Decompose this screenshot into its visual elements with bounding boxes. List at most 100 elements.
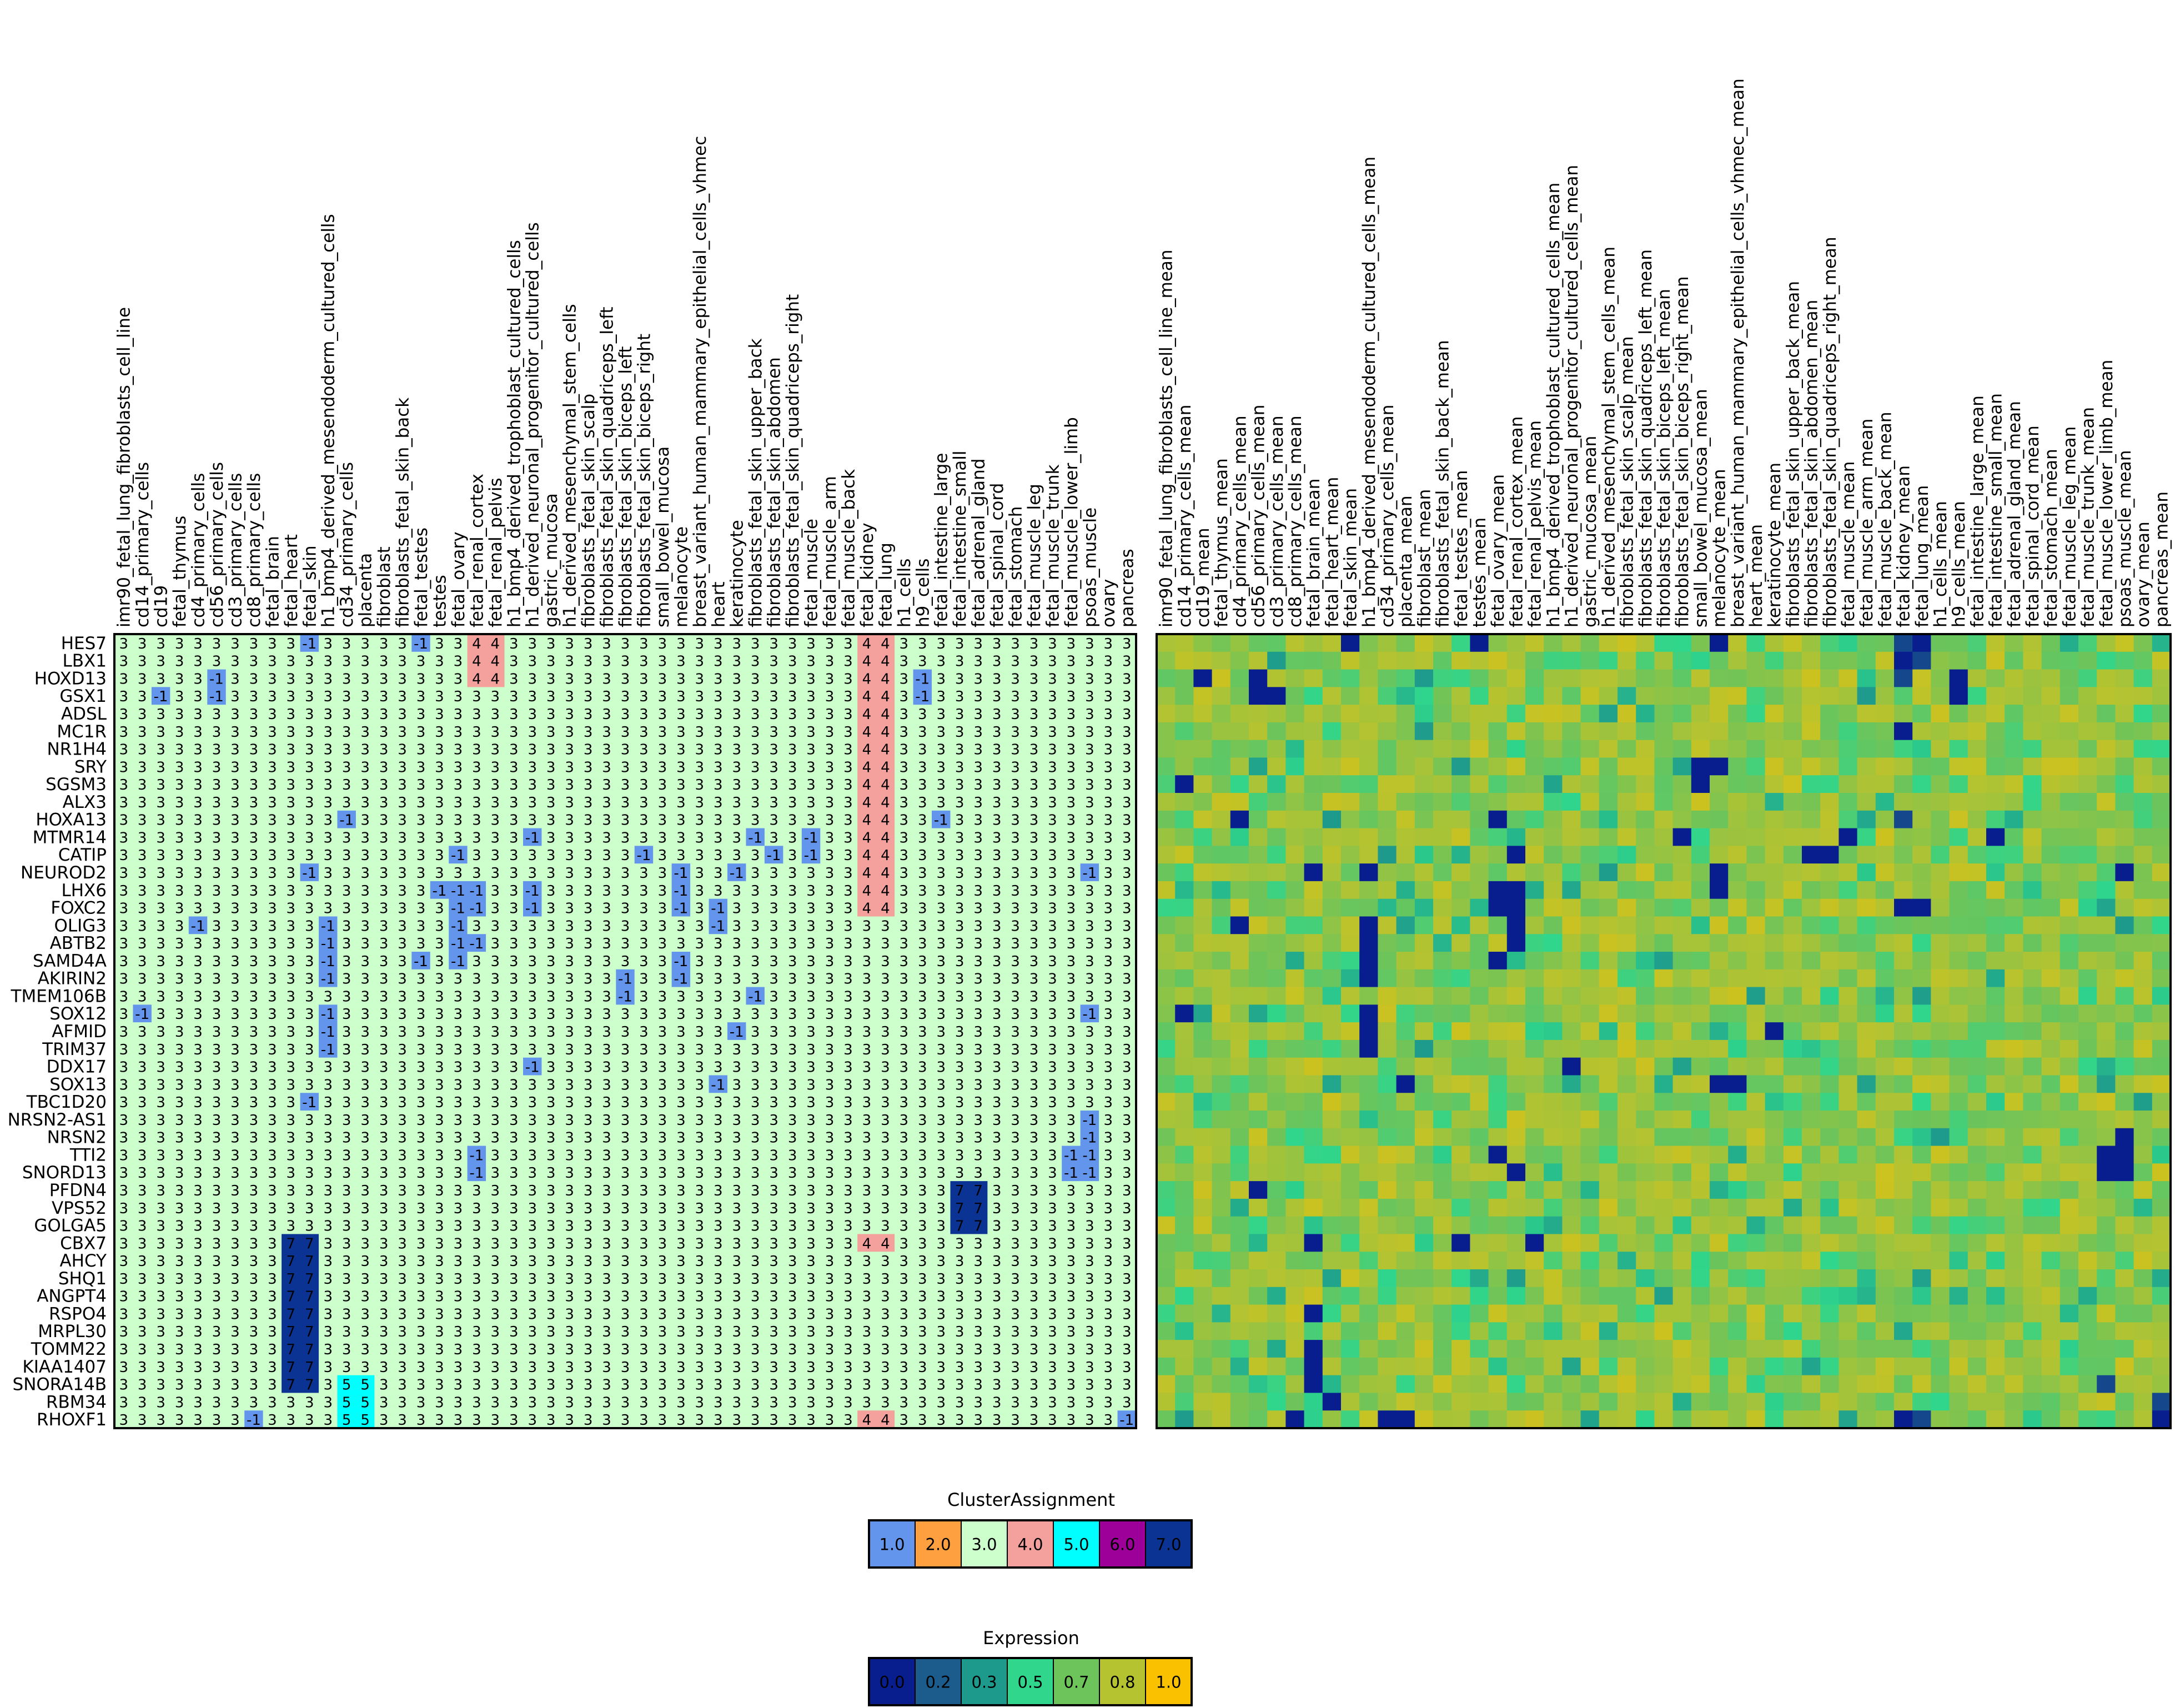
cluster-cell-label: 7 — [305, 1377, 314, 1394]
cluster-cell — [671, 705, 691, 723]
cluster-cell — [820, 705, 840, 723]
cluster-cell-label: 3 — [323, 1394, 333, 1411]
cluster-cell-label: 3 — [843, 1324, 853, 1340]
cluster-cell-label: 3 — [472, 1024, 481, 1041]
cluster-cell-label: 3 — [992, 901, 1002, 917]
cluster-cell — [430, 687, 449, 705]
cluster-cell-label: 3 — [1085, 1218, 1094, 1235]
cluster-cell-label: 7 — [305, 1253, 314, 1270]
cluster-cell-label: 3 — [565, 1042, 574, 1058]
cluster-cell-label: 3 — [268, 1377, 277, 1394]
cluster-cell-label: 3 — [472, 1306, 481, 1323]
cluster-cell-label: 3 — [287, 1200, 296, 1217]
cluster-cell-label: 3 — [379, 706, 389, 723]
cluster-cell-label: 3 — [119, 636, 128, 652]
cluster-cell-label: 3 — [249, 636, 259, 652]
cluster-cell-label: 3 — [175, 1094, 184, 1111]
cluster-cell-label: 3 — [881, 1094, 890, 1111]
cluster-cell-label: 3 — [751, 847, 760, 864]
cluster-cell-label: 3 — [565, 1324, 574, 1340]
cluster-cell-label: 3 — [788, 1112, 797, 1129]
cluster-cell-label: 3 — [843, 971, 853, 988]
column-label: h1_derived_mesenchymal_stem_cells — [560, 304, 580, 627]
cluster-cell-label: 3 — [1085, 953, 1094, 970]
cluster-cell-label: 3 — [287, 742, 296, 758]
cluster-cell-label: 3 — [1011, 918, 1020, 935]
cluster-cell-label: 3 — [416, 706, 426, 723]
cluster-cell-label: 3 — [992, 1235, 1002, 1252]
cluster-cell-label: 3 — [658, 971, 667, 988]
cluster-cell-label: 3 — [379, 636, 389, 652]
cluster-cell-label: 3 — [565, 883, 574, 900]
cluster-cell-label: 3 — [918, 1200, 927, 1217]
cluster-cell-label: 3 — [454, 724, 463, 741]
cluster-cell-label: 3 — [491, 1253, 500, 1270]
cluster-cell-label: 3 — [936, 865, 946, 882]
cluster-cell-label: 3 — [806, 1306, 816, 1323]
cluster-cell-label: 3 — [509, 936, 519, 952]
cluster-cell-label: 3 — [175, 671, 184, 687]
cluster-cell-label: 3 — [491, 1165, 500, 1182]
cluster-cell-label: 3 — [323, 1306, 333, 1323]
cluster-cell-label: 3 — [379, 1094, 389, 1111]
cluster-cell-label: 3 — [249, 988, 259, 1005]
cluster-cell-label: 3 — [119, 1024, 128, 1041]
cluster-cell-label: 3 — [918, 777, 927, 793]
cluster-cell-label: 3 — [936, 1306, 946, 1323]
cluster-cell-label: 3 — [751, 883, 760, 900]
cluster-cell-label: -1 — [730, 865, 744, 882]
cluster-cell-label: 3 — [193, 706, 203, 723]
cluster-cell-label: 3 — [1122, 1235, 1132, 1252]
cluster-cell-label: 3 — [268, 1394, 277, 1411]
cluster-cell-label: 3 — [843, 1165, 853, 1182]
cluster-cell-label: -1 — [321, 953, 335, 970]
cluster-cell-label: -1 — [191, 918, 205, 935]
cluster-cell-label: 3 — [416, 1289, 426, 1305]
row-label: VPS52 — [52, 1198, 107, 1218]
cluster-cell-label: 3 — [881, 1059, 890, 1076]
cluster-cell-label: 3 — [936, 1077, 946, 1093]
cluster-cell-label: 3 — [602, 1200, 611, 1217]
cluster-cell-label: 3 — [230, 865, 240, 882]
cluster-cell-label: 3 — [751, 901, 760, 917]
cluster-cell-label: 3 — [769, 1235, 778, 1252]
cluster-cell — [244, 651, 264, 670]
cluster-cell-label: 4 — [862, 671, 872, 687]
cluster-cell-label: 3 — [416, 847, 426, 864]
cluster-cell-label: 3 — [1029, 1253, 1039, 1270]
cluster-cell-label: 3 — [955, 1359, 965, 1376]
cluster-cell-label: 3 — [658, 1024, 667, 1041]
cluster-cell-label: 3 — [416, 1253, 426, 1270]
cluster-cell-label: 3 — [119, 1377, 128, 1394]
column-label: keratinocyte_mean — [1765, 463, 1785, 627]
cluster-cell — [968, 651, 988, 670]
column-label: fetal_muscle_leg — [1024, 484, 1044, 627]
cluster-cell-label: 3 — [323, 830, 333, 846]
cluster-cell-label: 3 — [491, 777, 500, 793]
cluster-cell-label: 3 — [1085, 671, 1094, 687]
cluster-cell-label: 3 — [528, 671, 537, 687]
cluster-cell-label: 3 — [806, 1235, 816, 1252]
cluster-cell-label: 3 — [695, 1359, 705, 1376]
cluster-cell-label: 3 — [695, 654, 705, 670]
cluster-cell-label: 3 — [769, 812, 778, 829]
cluster-cell-label: 3 — [305, 1059, 314, 1076]
cluster-cell-label: 3 — [1048, 636, 1057, 652]
cluster-cell-label: 3 — [305, 988, 314, 1005]
cluster-cell — [151, 634, 170, 652]
cluster-cell-label: 3 — [602, 1218, 611, 1235]
cluster-cell-label: 3 — [806, 1112, 816, 1129]
cluster-cell-label: 3 — [936, 1183, 946, 1199]
cluster-cell-label: 3 — [360, 1218, 370, 1235]
cluster-cell — [932, 651, 951, 670]
cluster-cell-label: 3 — [881, 1359, 890, 1376]
cluster-cell — [1117, 634, 1137, 652]
cluster-cell-label: 3 — [992, 918, 1002, 935]
cluster-cell-label: 3 — [491, 724, 500, 741]
cluster-cell-label: 3 — [435, 1359, 444, 1376]
cluster-cell-label: -1 — [674, 865, 688, 882]
cluster-cell-label: 3 — [602, 830, 611, 846]
cluster-cell-label: 3 — [658, 936, 667, 952]
cluster-cell-label: 3 — [918, 1165, 927, 1182]
cluster-cell-label: 3 — [435, 795, 444, 811]
